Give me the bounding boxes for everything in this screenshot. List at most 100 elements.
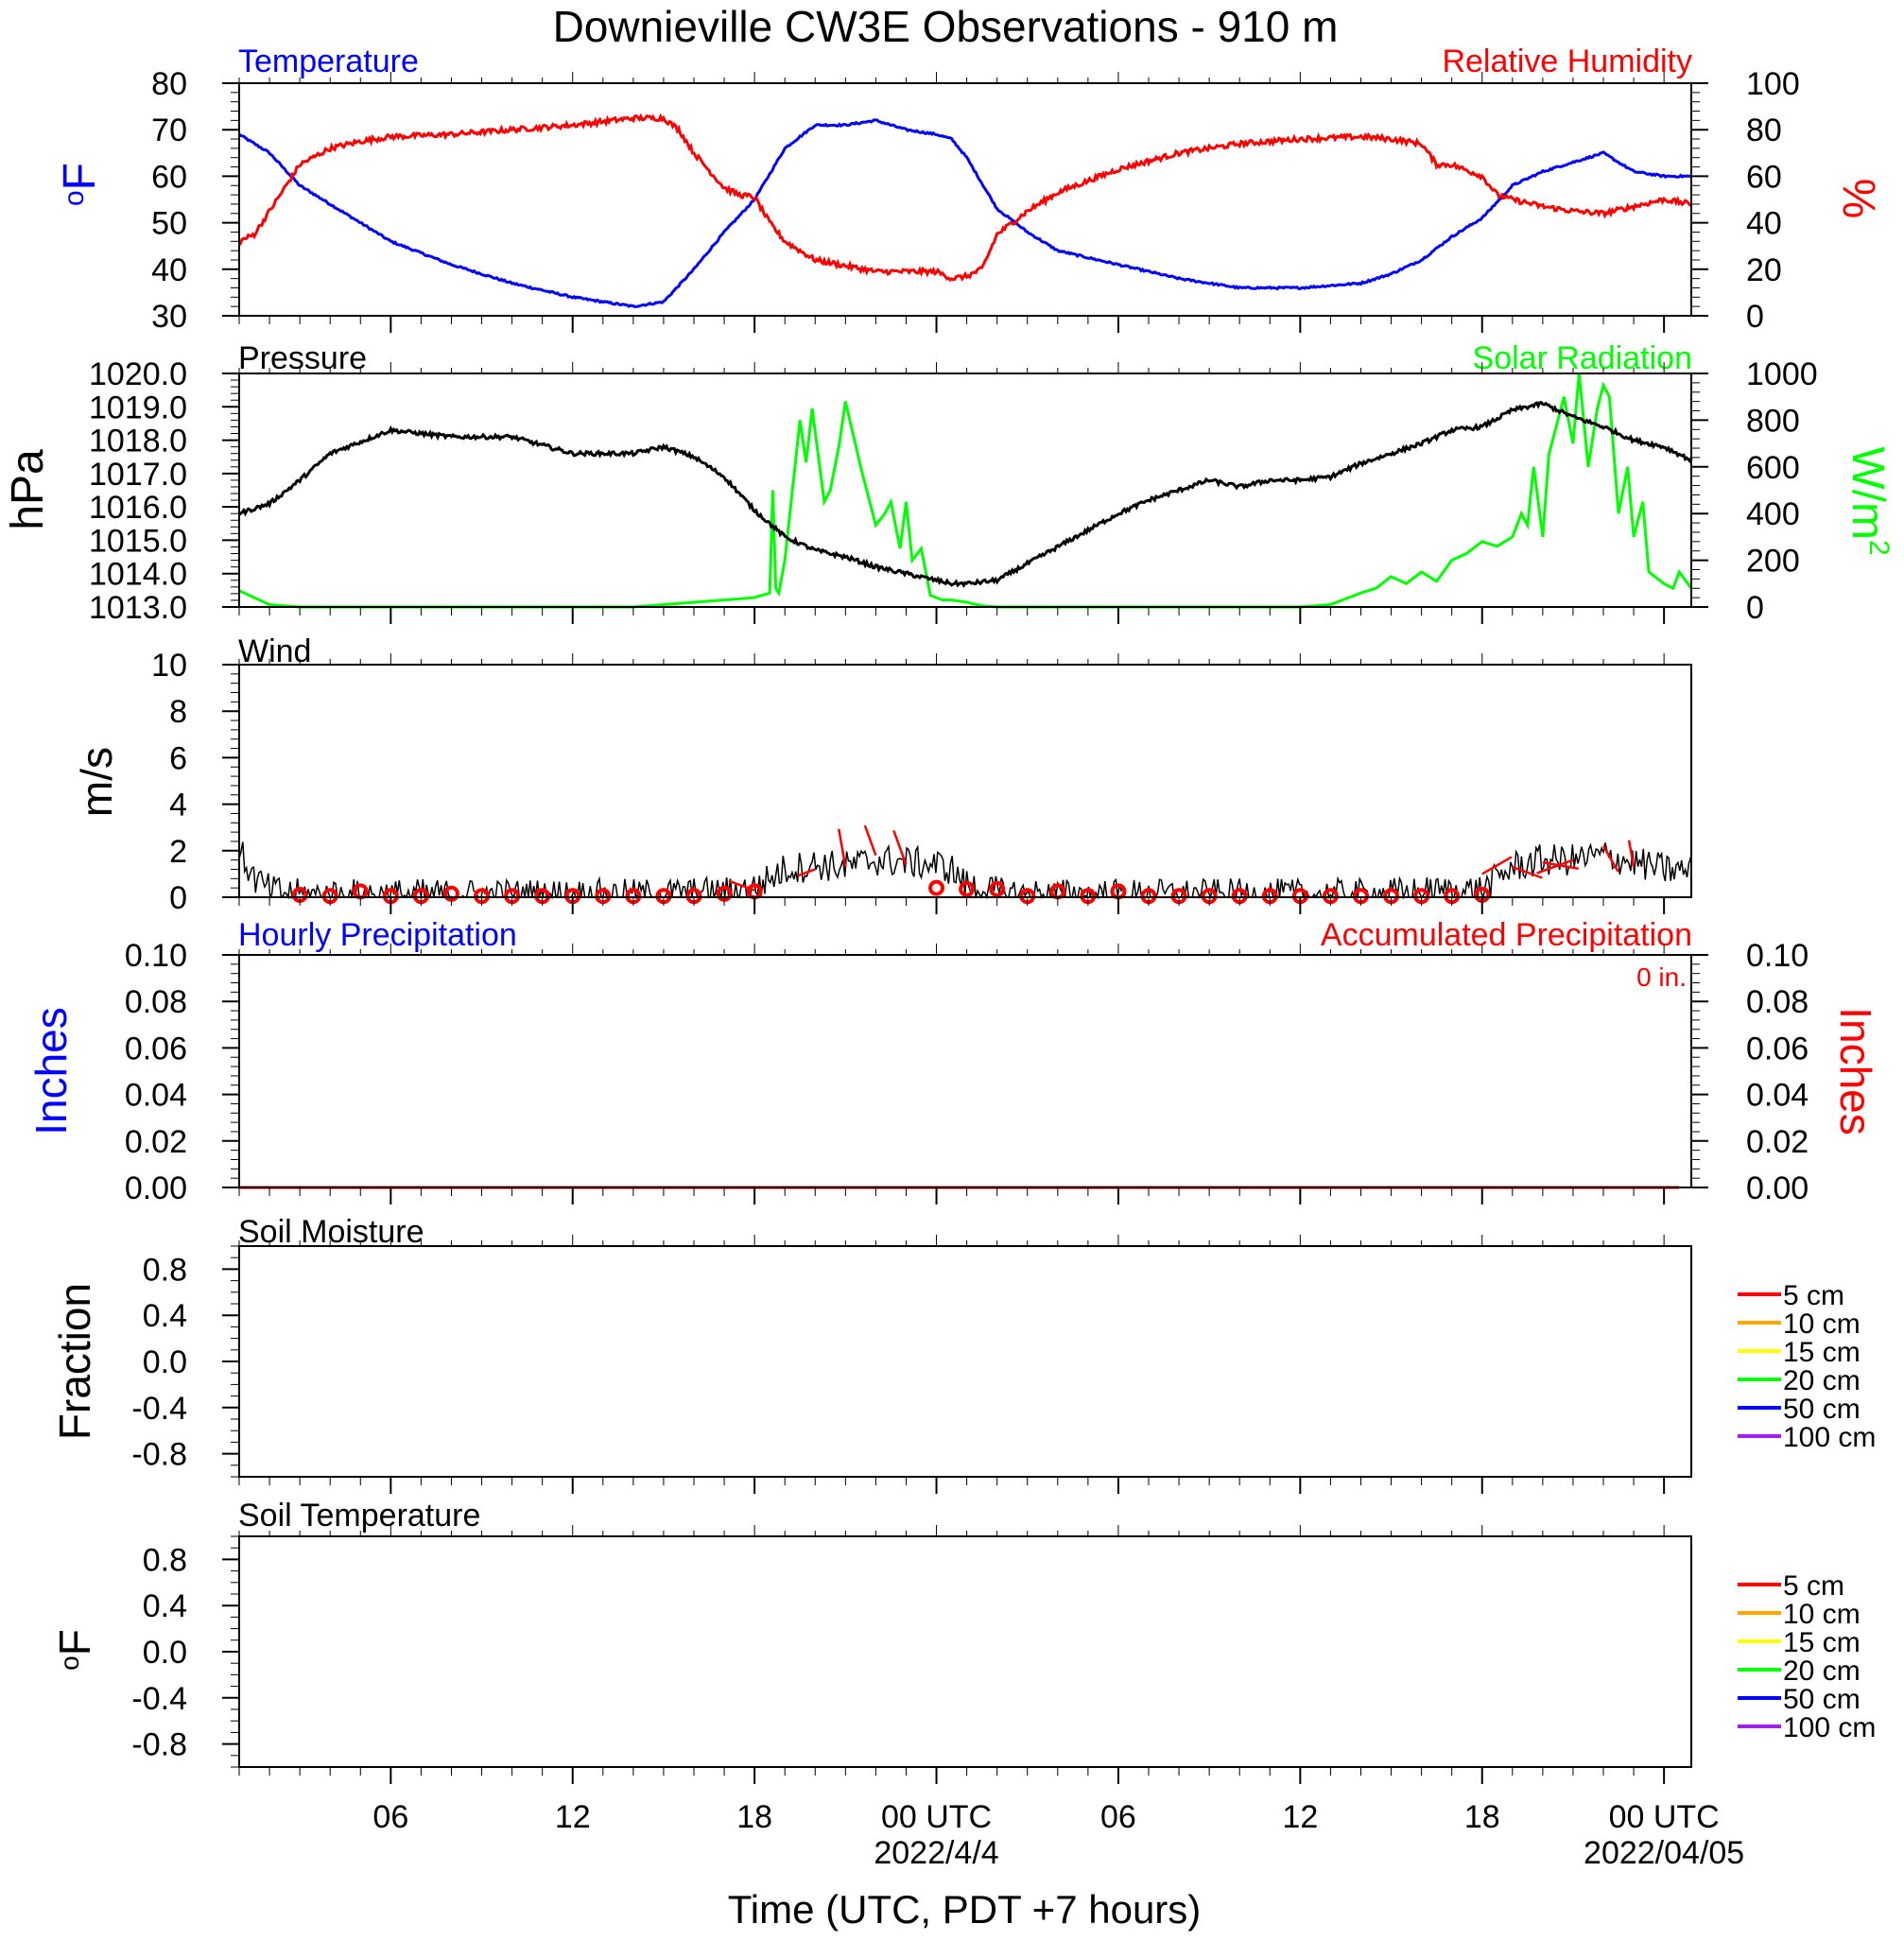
legend-label: 20 cm — [1783, 1365, 1861, 1396]
squared-exponent: 2 — [1863, 540, 1895, 556]
y-tick-label: 0.8 — [143, 1542, 187, 1578]
soil-temperature-ticks: 0.8 0.4 0.0 -0.4 -0.8 — [131, 1535, 239, 1768]
wind-barb — [1627, 840, 1636, 868]
degree-symbol: o — [55, 1655, 84, 1671]
wind-plot-area — [238, 824, 1692, 905]
y-tick-label: 70 — [151, 113, 187, 148]
panel-frame — [238, 954, 1692, 1188]
legend-label: 10 cm — [1783, 1599, 1861, 1630]
y-tick-label: 40 — [151, 252, 187, 288]
y-tick-label: 80 — [151, 66, 187, 102]
y-tick-label: 20 — [1746, 252, 1782, 288]
pressure-title: Pressure — [238, 340, 367, 376]
wind-barb — [1536, 858, 1574, 875]
wind-hour-marker — [928, 879, 945, 896]
y-tick-label: 1013.0 — [89, 590, 187, 626]
temperature-unit: oF — [55, 163, 105, 206]
x-tick-label: 00 UTC — [1609, 1799, 1720, 1835]
wind-hour-marker — [352, 883, 369, 900]
y-tick-label: 0.4 — [143, 1298, 187, 1334]
y-tick-label: 1017.0 — [89, 457, 187, 493]
x-tick-label: 12 — [1282, 1799, 1318, 1835]
x-tick-marks — [238, 72, 1666, 1784]
y-tick-label: 50 — [151, 206, 187, 242]
wind-hour-marker — [1049, 883, 1066, 900]
x-tick-label: 00 UTC — [881, 1799, 992, 1835]
legend-label: 50 cm — [1783, 1394, 1861, 1425]
temperature-plot-area — [237, 113, 1692, 309]
x-tick-label: 18 — [736, 1799, 772, 1835]
wind-hour-marker — [746, 883, 763, 900]
hourly-precip-ticks: 0.10 0.08 0.06 0.04 0.02 0.00 — [125, 938, 239, 1206]
y-tick-label: -0.4 — [131, 1391, 187, 1427]
y-tick-label: 1018.0 — [89, 424, 187, 459]
wind-barb — [1481, 856, 1513, 875]
y-tick-label: 0.04 — [1746, 1078, 1809, 1114]
y-tick-label: 0.0 — [143, 1635, 187, 1671]
solar-unit: W/m2 — [1843, 446, 1895, 555]
temperature-title: Temperature — [238, 43, 419, 79]
y-tick-label: 80 — [1746, 113, 1782, 148]
accumulated-precip-ticks: 0.10 0.08 0.06 0.04 0.02 0.00 — [1691, 938, 1809, 1206]
x-tick-label: 06 — [1100, 1799, 1136, 1835]
y-tick-label: 1014.0 — [89, 557, 187, 593]
panel-frame — [238, 1535, 1692, 1768]
x-tick-label: 06 — [372, 1799, 408, 1835]
y-tick-label: 6 — [169, 740, 187, 776]
humidity-ticks: 100 80 60 40 20 0 — [1691, 66, 1800, 335]
panel-soil-temperature: Soil Temperature 0.8 0.4 0.0 -0.4 -0.8 oF 5 … — [50, 1498, 1876, 1768]
legend-label: 10 cm — [1783, 1308, 1861, 1340]
y-tick-label: 0.0 — [143, 1344, 187, 1380]
y-tick-label: 40 — [1746, 206, 1782, 242]
y-tick-label: 1016.0 — [89, 490, 187, 526]
wind-barb — [838, 828, 847, 868]
panel-frame — [238, 664, 1692, 898]
wind-hour-marker — [989, 880, 1006, 897]
y-tick-label: 0.8 — [143, 1252, 187, 1288]
y-tick-label: 30 — [151, 299, 187, 335]
wind-barb — [1512, 865, 1543, 879]
y-tick-label: 0.02 — [125, 1124, 187, 1160]
y-tick-label: 0.06 — [125, 1031, 187, 1066]
y-tick-label: 4 — [169, 788, 187, 823]
panel-frame — [238, 82, 1692, 317]
soil-moisture-unit: Fraction — [50, 1283, 99, 1440]
degree-symbol: o — [59, 190, 90, 206]
hourly-precip-title: Hourly Precipitation — [238, 917, 517, 953]
legend-label: 5 cm — [1783, 1570, 1844, 1602]
y-tick-label: 0.00 — [1746, 1170, 1809, 1206]
panel-frame — [238, 1245, 1692, 1478]
hourly-precip-unit: Inches — [26, 1007, 76, 1135]
y-tick-label: 2 — [169, 834, 187, 870]
soil-temperature-title: Soil Temperature — [238, 1498, 480, 1534]
y-tick-label: 0 — [1746, 590, 1764, 626]
y-tick-label: 1015.0 — [89, 523, 187, 559]
y-tick-label: 0.04 — [125, 1078, 187, 1114]
wind-hour-marker — [959, 880, 976, 897]
y-tick-label: 8 — [169, 694, 187, 730]
accumulated-precip-title: Accumulated Precipitation — [1321, 917, 1692, 953]
legend-label: 100 cm — [1783, 1712, 1876, 1743]
humidity-title: Relative Humidity — [1442, 43, 1692, 79]
legend-label: 15 cm — [1783, 1337, 1861, 1368]
temperature-line — [237, 118, 1692, 309]
solar-radiation-line — [238, 373, 1693, 609]
x-tick-label: 12 — [555, 1799, 591, 1835]
y-tick-label: 0 — [169, 880, 187, 916]
legend-label: 20 cm — [1783, 1655, 1861, 1687]
humidity-unit: % — [1833, 179, 1883, 219]
pressure-unit: hPa — [3, 449, 53, 530]
y-tick-label: 0.06 — [1746, 1031, 1809, 1066]
y-tick-label: -0.4 — [131, 1681, 187, 1717]
panel-frame — [238, 373, 1692, 608]
x-tick-label: 18 — [1464, 1799, 1500, 1835]
chart-title: Downieville CW3E Observations - 910 m — [553, 2, 1339, 51]
y-tick-label: 0.00 — [125, 1170, 187, 1206]
y-tick-label: 600 — [1746, 450, 1800, 486]
y-tick-label: 800 — [1746, 403, 1800, 439]
temperature-ticks: 80 70 60 50 40 30 — [151, 66, 239, 335]
y-tick-label: 60 — [1746, 159, 1782, 195]
fahrenheit-letter: F — [55, 163, 105, 190]
